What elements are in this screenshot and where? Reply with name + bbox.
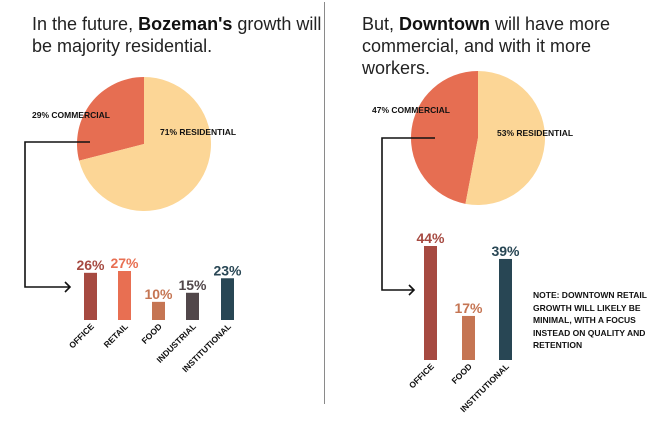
bar-value-label: 39% [491, 243, 520, 259]
bar-category-label: FOOD [449, 361, 473, 385]
bar-category-label: FOOD [139, 321, 163, 345]
bar-institutional [221, 278, 234, 320]
headline-bozeman: In the future, Bozeman's growth will be … [32, 13, 322, 57]
headline-emphasis: Downtown [399, 14, 491, 34]
pie-slice-residential [465, 71, 545, 205]
panel-divider [324, 2, 325, 404]
headline-text: will have more commercial, and with it m… [362, 14, 611, 78]
headline-text: In the future, [32, 14, 139, 34]
pie-chart-downtown: 47% COMMERCIAL 53% RESIDENTIAL [372, 71, 573, 296]
connector-line [381, 137, 435, 291]
pie-label-commercial: 29% COMMERCIAL [32, 110, 110, 120]
pie-label-residential: 53% RESIDENTIAL [497, 128, 573, 138]
arrow-head-icon [408, 284, 416, 296]
pie-slice-residential [79, 77, 212, 211]
bar-industrial [186, 292, 199, 320]
headline-downtown: But, Downtown will have more commercial,… [362, 13, 662, 79]
connector-line [24, 141, 90, 288]
bar-category-label: OFFICE [67, 321, 96, 350]
headline-text: But, [362, 14, 400, 34]
pie-label-residential: 71% RESIDENTIAL [160, 127, 236, 137]
bar-food [462, 315, 475, 360]
bar-food [152, 301, 165, 320]
pie-slice-commercial [77, 77, 144, 161]
bar-value-label: 23% [213, 262, 242, 278]
pie-label-commercial: 47% COMMERCIAL [372, 105, 450, 115]
bar-value-label: 26% [76, 257, 105, 273]
pie-chart-bozeman: 29% COMMERCIAL 71% RESIDENTIAL [24, 77, 236, 293]
bar-value-label: 27% [110, 255, 139, 271]
headline-emphasis: Bozeman's [138, 14, 233, 34]
arrow-head-icon [64, 281, 72, 293]
headline-text: growth will be majority residential. [32, 14, 322, 56]
downtown-retail-note: NOTE: DOWNTOWN RETAIL GROWTH WILL LIKELY… [533, 290, 647, 350]
bar-office [424, 246, 437, 360]
bar-value-label: 15% [178, 277, 207, 293]
bar-office [84, 272, 97, 320]
bar-value-label: 17% [454, 300, 483, 316]
bar-chart-bozeman: 26%OFFICE27%RETAIL10%FOOD15%INDUSTRIAL23… [67, 255, 242, 374]
bar-category-label: RETAIL [102, 321, 130, 349]
bar-value-label: 10% [144, 286, 173, 302]
bar-institutional [499, 258, 512, 360]
bar-category-label: OFFICE [407, 361, 436, 390]
bar-value-label: 44% [416, 230, 445, 246]
pie-slice-commercial [411, 71, 478, 204]
bar-retail [118, 271, 131, 320]
